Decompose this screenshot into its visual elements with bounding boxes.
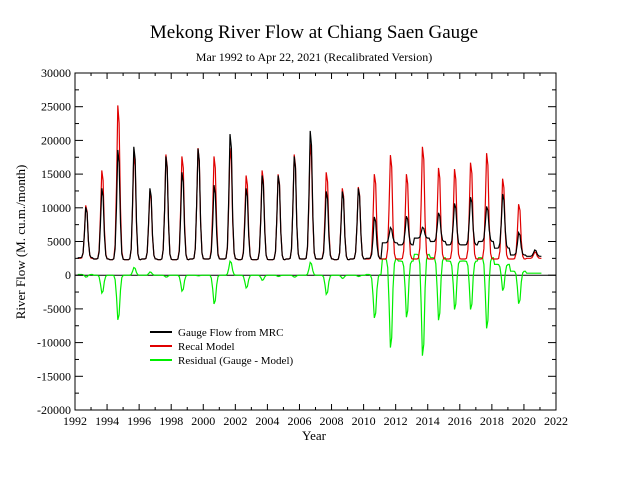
y-tick-label: 0	[65, 268, 71, 282]
y-tick-label: -10000	[37, 336, 71, 350]
y-tick-label: 15000	[41, 167, 71, 181]
y-tick-label: -15000	[37, 369, 71, 383]
x-tick-label: 2002	[223, 414, 247, 428]
y-tick-label: -20000	[37, 403, 71, 417]
x-tick-label: 2004	[255, 414, 279, 428]
y-tick-label: -5000	[43, 302, 71, 316]
x-tick-label: 2012	[384, 414, 408, 428]
x-tick-label: 2020	[512, 414, 536, 428]
x-tick-label: 1992	[63, 414, 87, 428]
y-tick-label: 25000	[41, 100, 71, 114]
chart-subtitle: Mar 1992 to Apr 22, 2021 (Recalibrated V…	[196, 50, 432, 64]
y-tick-label: 30000	[41, 66, 71, 80]
legend-label-gauge: Gauge Flow from MRC	[178, 327, 283, 339]
x-tick-label: 2016	[448, 414, 472, 428]
series-line-gauge-flow	[77, 130, 542, 261]
x-tick-label: 2000	[191, 414, 215, 428]
legend: Gauge Flow from MRC Recal Model Residual…	[150, 327, 293, 367]
x-tick-label: 2022	[544, 414, 568, 428]
x-tick-label: 2006	[287, 414, 311, 428]
y-axis-label: River Flow (M. cu.m./month)	[13, 165, 28, 320]
series-line-residual	[77, 253, 542, 356]
legend-label-model: Recal Model	[178, 341, 235, 353]
x-tick-label: 1994	[95, 414, 119, 428]
legend-label-residual: Residual (Gauge - Model)	[178, 355, 293, 367]
y-tick-label: 5000	[47, 235, 71, 249]
x-tick-label: 2014	[416, 414, 440, 428]
x-tick-label: 2018	[480, 414, 504, 428]
x-tick-label: 1998	[159, 414, 183, 428]
x-tick-label: 2008	[320, 414, 344, 428]
x-tick-label: 1996	[127, 414, 151, 428]
plot-frame	[74, 72, 557, 411]
chart-title: Mekong River Flow at Chiang Saen Gauge	[150, 22, 478, 43]
y-tick-label: 10000	[41, 201, 71, 215]
x-tick-label: 2010	[352, 414, 376, 428]
y-tick-label: 20000	[41, 133, 71, 147]
x-axis-label: Year	[302, 428, 327, 443]
